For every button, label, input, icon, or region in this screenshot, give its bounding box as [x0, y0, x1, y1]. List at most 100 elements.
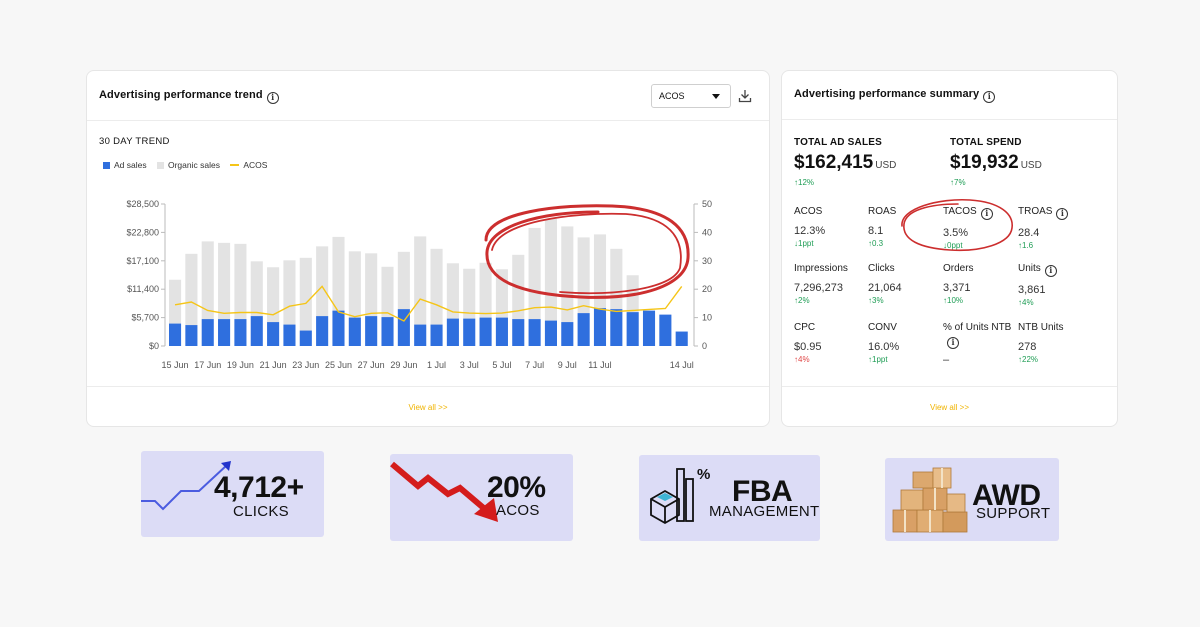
bar-ad-sales	[446, 318, 459, 346]
metric-value: 7,296,273	[794, 282, 843, 294]
bar-ad-sales	[626, 312, 639, 346]
metric-change: ↑0.3	[868, 239, 884, 248]
total-ad-sales-label: TOTAL AD SALES	[794, 137, 882, 148]
metric-label: Impressions	[794, 263, 848, 274]
metric-value: 3,371	[943, 282, 971, 294]
bar-ad-sales	[365, 316, 378, 346]
info-icon[interactable]: i	[980, 208, 993, 220]
bar-ad-sales	[610, 309, 623, 346]
bar-organic-sales	[234, 243, 247, 320]
bar-organic-sales	[561, 226, 574, 323]
bar-ad-sales	[218, 319, 231, 346]
x-tick-label: 5 Jul	[492, 360, 511, 370]
info-icon[interactable]: i	[266, 92, 279, 104]
total-ad-sales-change: ↑12%	[794, 178, 815, 187]
x-tick-label: 1 Jul	[427, 360, 446, 370]
trend-title-text: Advertising performance trend	[99, 89, 263, 101]
y-tick-label: $17,100	[126, 256, 159, 266]
trend-card-title: Advertising performance trend i	[99, 89, 279, 104]
total-ad-sales-value: $162,415 USD	[794, 152, 897, 173]
metric-value: –	[943, 354, 950, 366]
y-tick-label: $5,700	[131, 313, 159, 323]
bar-ad-sales	[397, 309, 410, 346]
total-spend-change: ↑7%	[950, 178, 966, 187]
metric-5: Clicks 21,064 ↑3%	[868, 262, 940, 305]
info-icon[interactable]: i	[983, 91, 996, 103]
x-tick-label: 11 Jul	[588, 360, 611, 370]
bar-organic-sales	[185, 253, 198, 326]
x-tick-label: 23 Jun	[292, 360, 319, 370]
bar-organic-sales	[201, 241, 214, 320]
info-icon[interactable]: i	[1044, 265, 1057, 277]
x-tick-label: 7 Jul	[525, 360, 544, 370]
metric-select[interactable]: ACOS	[651, 84, 731, 108]
view-all-link[interactable]: View all >>	[408, 403, 448, 412]
summary-card: Advertising performance summary i TOTAL A…	[781, 70, 1118, 427]
metric-8: CPC $0.95 ↑4%	[794, 321, 866, 364]
y-tick-label: $0	[149, 341, 159, 351]
bar-organic-sales	[348, 251, 361, 318]
badge-acos-value: 20%	[487, 471, 546, 504]
box-chart-icon: %	[650, 466, 710, 525]
bar-organic-sales	[299, 257, 312, 331]
bar-ad-sales	[577, 313, 590, 346]
metric-select-value: ACOS	[659, 91, 685, 101]
x-tick-label: 17 Jun	[194, 360, 221, 370]
metric-4: Impressions 7,296,273 ↑2%	[794, 262, 866, 305]
y2-tick-label: 40	[702, 227, 712, 237]
x-tick-label: 19 Jun	[227, 360, 254, 370]
badge-acos-label: ACOS	[496, 502, 540, 519]
badge-fba-label: MANAGEMENT	[709, 503, 820, 520]
bar-ad-sales	[642, 310, 656, 346]
view-all-link[interactable]: View all >>	[930, 403, 969, 412]
bar-organic-sales	[218, 242, 231, 320]
badge-fba-value: FBA	[732, 475, 793, 508]
trend-card: Advertising performance trend i ACOS 30 D…	[86, 70, 770, 427]
x-tick-label: 25 Jun	[325, 360, 352, 370]
svg-text:%: %	[697, 466, 710, 483]
annotation-ellipse-tacos	[901, 198, 1013, 252]
bar-organic-sales	[381, 266, 394, 318]
metric-change: ↑10%	[943, 296, 964, 305]
metric-value: $0.95	[794, 341, 822, 353]
info-icon[interactable]: i	[947, 337, 959, 349]
bar-ad-sales	[332, 310, 345, 346]
y-tick-label: $28,500	[126, 199, 159, 209]
badge-awd-label: SUPPORT	[976, 505, 1051, 522]
badge-clicks-value: 4,712+	[214, 471, 304, 504]
download-icon[interactable]	[738, 89, 752, 103]
bar-ad-sales	[316, 316, 329, 346]
bar-organic-sales	[593, 234, 607, 309]
bar-ad-sales	[561, 322, 574, 346]
metric-value: 12.3%	[794, 225, 826, 237]
bar-organic-sales	[610, 248, 623, 310]
total-spend-value: $19,932 USD	[950, 152, 1042, 173]
legend-acos[interactable]: ACOS	[230, 160, 267, 170]
info-icon[interactable]: i	[1056, 208, 1069, 220]
metric-7: Units i 3,861 ↑4%	[1018, 262, 1108, 307]
metric-change: ↓1ppt	[794, 239, 814, 248]
bar-ad-sales	[185, 325, 198, 346]
bar-ad-sales	[479, 317, 492, 346]
acos-line	[174, 285, 683, 322]
legend-organic-sales[interactable]: Organic sales	[156, 160, 220, 170]
metric-change: ↓0ppt	[943, 241, 963, 250]
metric-3: TROAS i 28.4 ↑1.6	[1018, 205, 1108, 250]
legend-ad-sales[interactable]: Ad sales	[103, 160, 147, 170]
badge-acos: 20% ACOS	[390, 454, 573, 541]
y2-tick-label: 0	[702, 341, 707, 351]
metric-value: 278	[1018, 341, 1037, 353]
chevron-down-icon	[712, 94, 720, 99]
bar-organic-sales	[332, 236, 345, 311]
metric-change: ↑22%	[1018, 355, 1039, 364]
bar-organic-sales	[316, 246, 329, 317]
badge-clicks-label: CLICKS	[233, 503, 289, 520]
metric-2: TACOS i 3.5% ↓0ppt	[943, 205, 1015, 250]
x-tick-label: 27 Jun	[358, 360, 385, 370]
total-ad-sales: TOTAL AD SALES $162,415 USD ↑12%	[794, 137, 896, 187]
y2-tick-label: 10	[702, 313, 712, 323]
x-tick-label: 9 Jul	[558, 360, 577, 370]
bar-organic-sales	[528, 227, 541, 320]
bar-ad-sales	[201, 319, 214, 346]
bar-ad-sales	[250, 316, 263, 346]
